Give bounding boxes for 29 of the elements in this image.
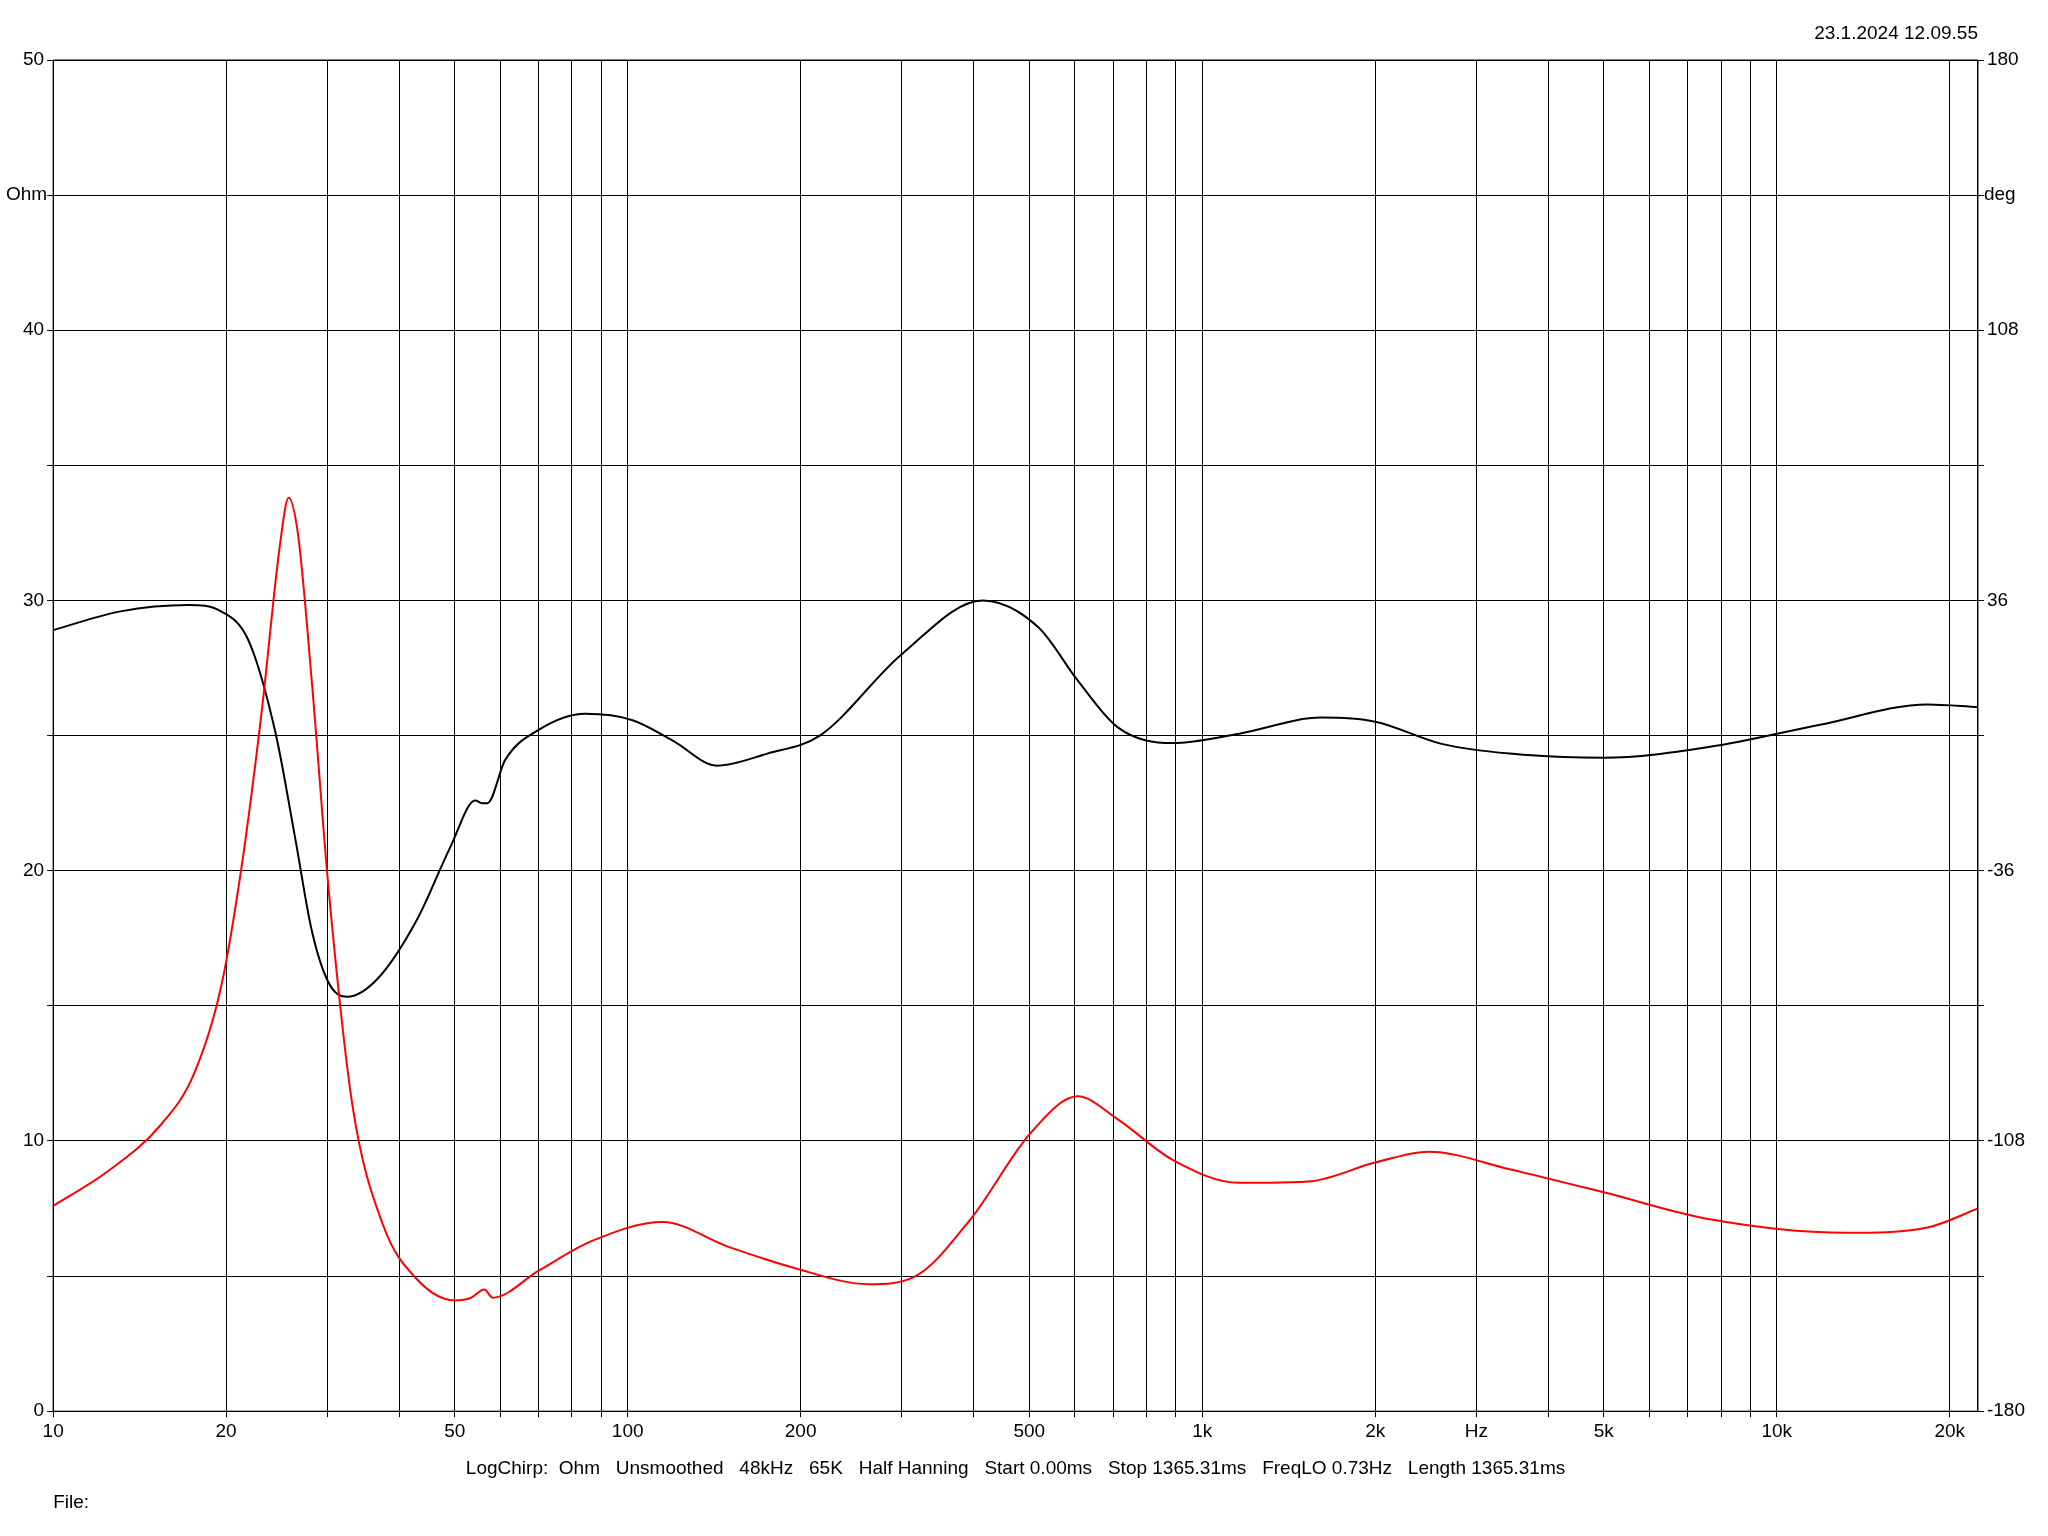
text: LogChirp: Ohm Unsmoothed 48kHz 65K Half Hanning Start 0.00ms Stop 1365.31ms FreqLO 0.73Hz Length 1365.31ms bbox=[465, 1457, 1566, 1479]
text: 23.1.2024 12.09.55 bbox=[1814, 22, 1978, 44]
x-tick-label: 10 bbox=[42, 1419, 64, 1441]
x-tick-label: 1k bbox=[1192, 1419, 1213, 1441]
x-tick-label: 200 bbox=[784, 1419, 817, 1441]
x-tick-label: 500 bbox=[1013, 1419, 1046, 1441]
y2-tick-label: 108 bbox=[1986, 318, 2019, 340]
text: File: bbox=[53, 1491, 90, 1513]
x-tick-label: Hz bbox=[1464, 1419, 1488, 1441]
y2-tick-label: -36 bbox=[1986, 858, 2015, 880]
y-tick-label: 10 bbox=[22, 1129, 45, 1151]
y2-tick-label: 36 bbox=[1986, 588, 2009, 610]
y2-axis-title: deg bbox=[1983, 183, 2016, 205]
x-tick-label: 50 bbox=[444, 1419, 466, 1441]
y2-tick-label: -108 bbox=[1986, 1129, 2025, 1151]
x-tick-label: 20k bbox=[1934, 1419, 1966, 1441]
y-axis-title: Ohm bbox=[5, 183, 48, 205]
y-tick-label: 30 bbox=[22, 588, 45, 610]
y2-tick-label: -180 bbox=[1986, 1399, 2025, 1421]
x-tick-label: 100 bbox=[611, 1419, 644, 1441]
y2-tick-label: 180 bbox=[1986, 48, 2019, 70]
y-tick-label: 0 bbox=[33, 1399, 45, 1421]
x-tick-label: 20 bbox=[215, 1419, 237, 1441]
y-tick-label: 50 bbox=[22, 48, 45, 70]
x-tick-label: 5k bbox=[1593, 1419, 1615, 1441]
y-tick-label: 40 bbox=[22, 318, 45, 340]
y-tick-label: 20 bbox=[22, 858, 45, 880]
x-tick-label: 10k bbox=[1761, 1419, 1793, 1441]
x-tick-label: 2k bbox=[1365, 1419, 1386, 1441]
